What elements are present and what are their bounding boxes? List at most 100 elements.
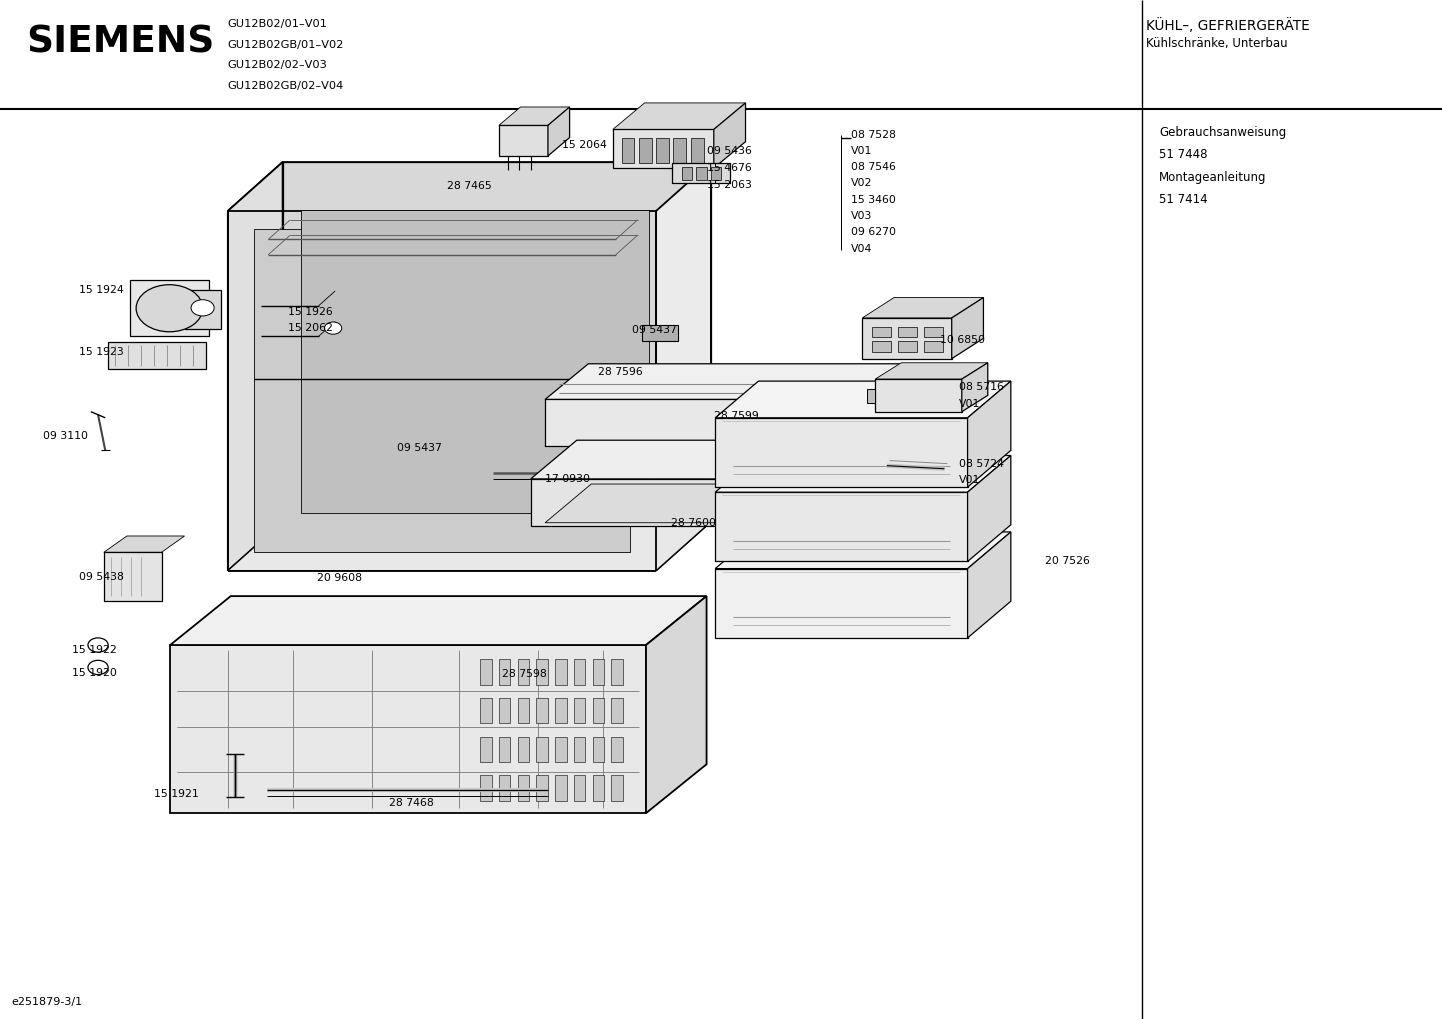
Polygon shape [536, 698, 548, 723]
Text: 09 6270: 09 6270 [851, 227, 895, 237]
Polygon shape [536, 659, 548, 685]
Text: 15 1923: 15 1923 [79, 346, 124, 357]
Text: V01: V01 [851, 146, 872, 156]
Text: 28 7465: 28 7465 [447, 181, 492, 192]
Polygon shape [574, 698, 585, 723]
Text: 15 1922: 15 1922 [72, 645, 117, 655]
Text: 08 5724: 08 5724 [959, 459, 1004, 469]
Polygon shape [924, 341, 943, 352]
Text: V02: V02 [851, 178, 872, 189]
Text: 28 7596: 28 7596 [598, 367, 643, 377]
Polygon shape [283, 162, 711, 522]
Text: 20 7526: 20 7526 [1045, 556, 1090, 567]
Text: Montageanleitung: Montageanleitung [1159, 171, 1268, 183]
Text: 08 5716: 08 5716 [959, 382, 1004, 392]
Text: 08 7528: 08 7528 [851, 129, 895, 140]
Polygon shape [545, 411, 973, 446]
Polygon shape [593, 698, 604, 723]
Polygon shape [480, 659, 492, 685]
Polygon shape [555, 659, 567, 685]
Polygon shape [185, 290, 221, 329]
Text: Gebrauchsanweisung: Gebrauchsanweisung [1159, 126, 1286, 139]
Polygon shape [548, 107, 570, 156]
Polygon shape [642, 325, 678, 341]
Text: 09 5437: 09 5437 [397, 443, 441, 453]
Polygon shape [872, 341, 891, 352]
Polygon shape [613, 103, 746, 129]
Polygon shape [555, 775, 567, 801]
Polygon shape [480, 775, 492, 801]
Polygon shape [545, 484, 955, 523]
Polygon shape [574, 775, 585, 801]
Polygon shape [593, 737, 604, 762]
Text: 51 7448: 51 7448 [1159, 149, 1208, 161]
Polygon shape [930, 364, 973, 446]
Polygon shape [611, 775, 623, 801]
Polygon shape [536, 737, 548, 762]
Circle shape [88, 660, 108, 675]
Polygon shape [480, 737, 492, 762]
Polygon shape [862, 318, 952, 359]
Text: GU12B02GB/01–V02: GU12B02GB/01–V02 [228, 40, 345, 50]
Polygon shape [968, 381, 1011, 487]
Polygon shape [872, 327, 891, 337]
Polygon shape [518, 737, 529, 762]
Polygon shape [952, 298, 983, 359]
Polygon shape [639, 138, 652, 163]
Polygon shape [228, 162, 711, 211]
Polygon shape [867, 389, 875, 403]
Text: KÜHL–, GEFRIERGERÄTE: KÜHL–, GEFRIERGERÄTE [1146, 18, 1311, 33]
Polygon shape [711, 167, 721, 180]
Text: 15 2064: 15 2064 [562, 140, 607, 150]
Text: GU12B02/01–V01: GU12B02/01–V01 [228, 19, 327, 30]
Polygon shape [108, 342, 206, 369]
Text: e251879-3/1: e251879-3/1 [12, 997, 82, 1007]
Text: 09 5436: 09 5436 [707, 146, 751, 156]
Text: 15 3460: 15 3460 [851, 195, 895, 205]
Polygon shape [555, 737, 567, 762]
Polygon shape [656, 138, 669, 163]
Text: 28 7598: 28 7598 [502, 668, 547, 679]
Text: GU12B02GB/02–V04: GU12B02GB/02–V04 [228, 81, 345, 91]
Circle shape [324, 322, 342, 334]
Polygon shape [499, 775, 510, 801]
Polygon shape [715, 532, 1011, 569]
Polygon shape [531, 479, 923, 526]
Circle shape [192, 300, 215, 316]
Polygon shape [715, 569, 968, 638]
Polygon shape [691, 138, 704, 163]
Text: 15 1920: 15 1920 [72, 667, 117, 678]
Polygon shape [682, 167, 692, 180]
Text: 09 3110: 09 3110 [43, 431, 88, 441]
Polygon shape [518, 659, 529, 685]
Polygon shape [613, 129, 714, 168]
Polygon shape [923, 440, 969, 526]
Polygon shape [170, 596, 707, 645]
Text: 09 5438: 09 5438 [79, 572, 124, 582]
Polygon shape [622, 138, 634, 163]
Polygon shape [545, 364, 973, 399]
Polygon shape [611, 659, 623, 685]
Polygon shape [696, 167, 707, 180]
Polygon shape [611, 698, 623, 723]
Polygon shape [536, 775, 548, 801]
Polygon shape [130, 280, 209, 336]
Polygon shape [714, 103, 746, 168]
Text: 15 2063: 15 2063 [707, 180, 751, 191]
Polygon shape [715, 455, 1011, 492]
Polygon shape [170, 645, 646, 813]
Polygon shape [499, 659, 510, 685]
Text: GU12B02/02–V03: GU12B02/02–V03 [228, 60, 327, 70]
Text: 17 0930: 17 0930 [545, 474, 590, 484]
Polygon shape [228, 522, 711, 571]
Polygon shape [518, 775, 529, 801]
Polygon shape [898, 327, 917, 337]
Polygon shape [574, 659, 585, 685]
Text: 15 2062: 15 2062 [288, 323, 333, 333]
Polygon shape [962, 363, 988, 412]
Polygon shape [574, 737, 585, 762]
Polygon shape [518, 698, 529, 723]
Polygon shape [673, 138, 686, 163]
Polygon shape [924, 327, 943, 337]
Text: SIEMENS: SIEMENS [26, 24, 215, 61]
